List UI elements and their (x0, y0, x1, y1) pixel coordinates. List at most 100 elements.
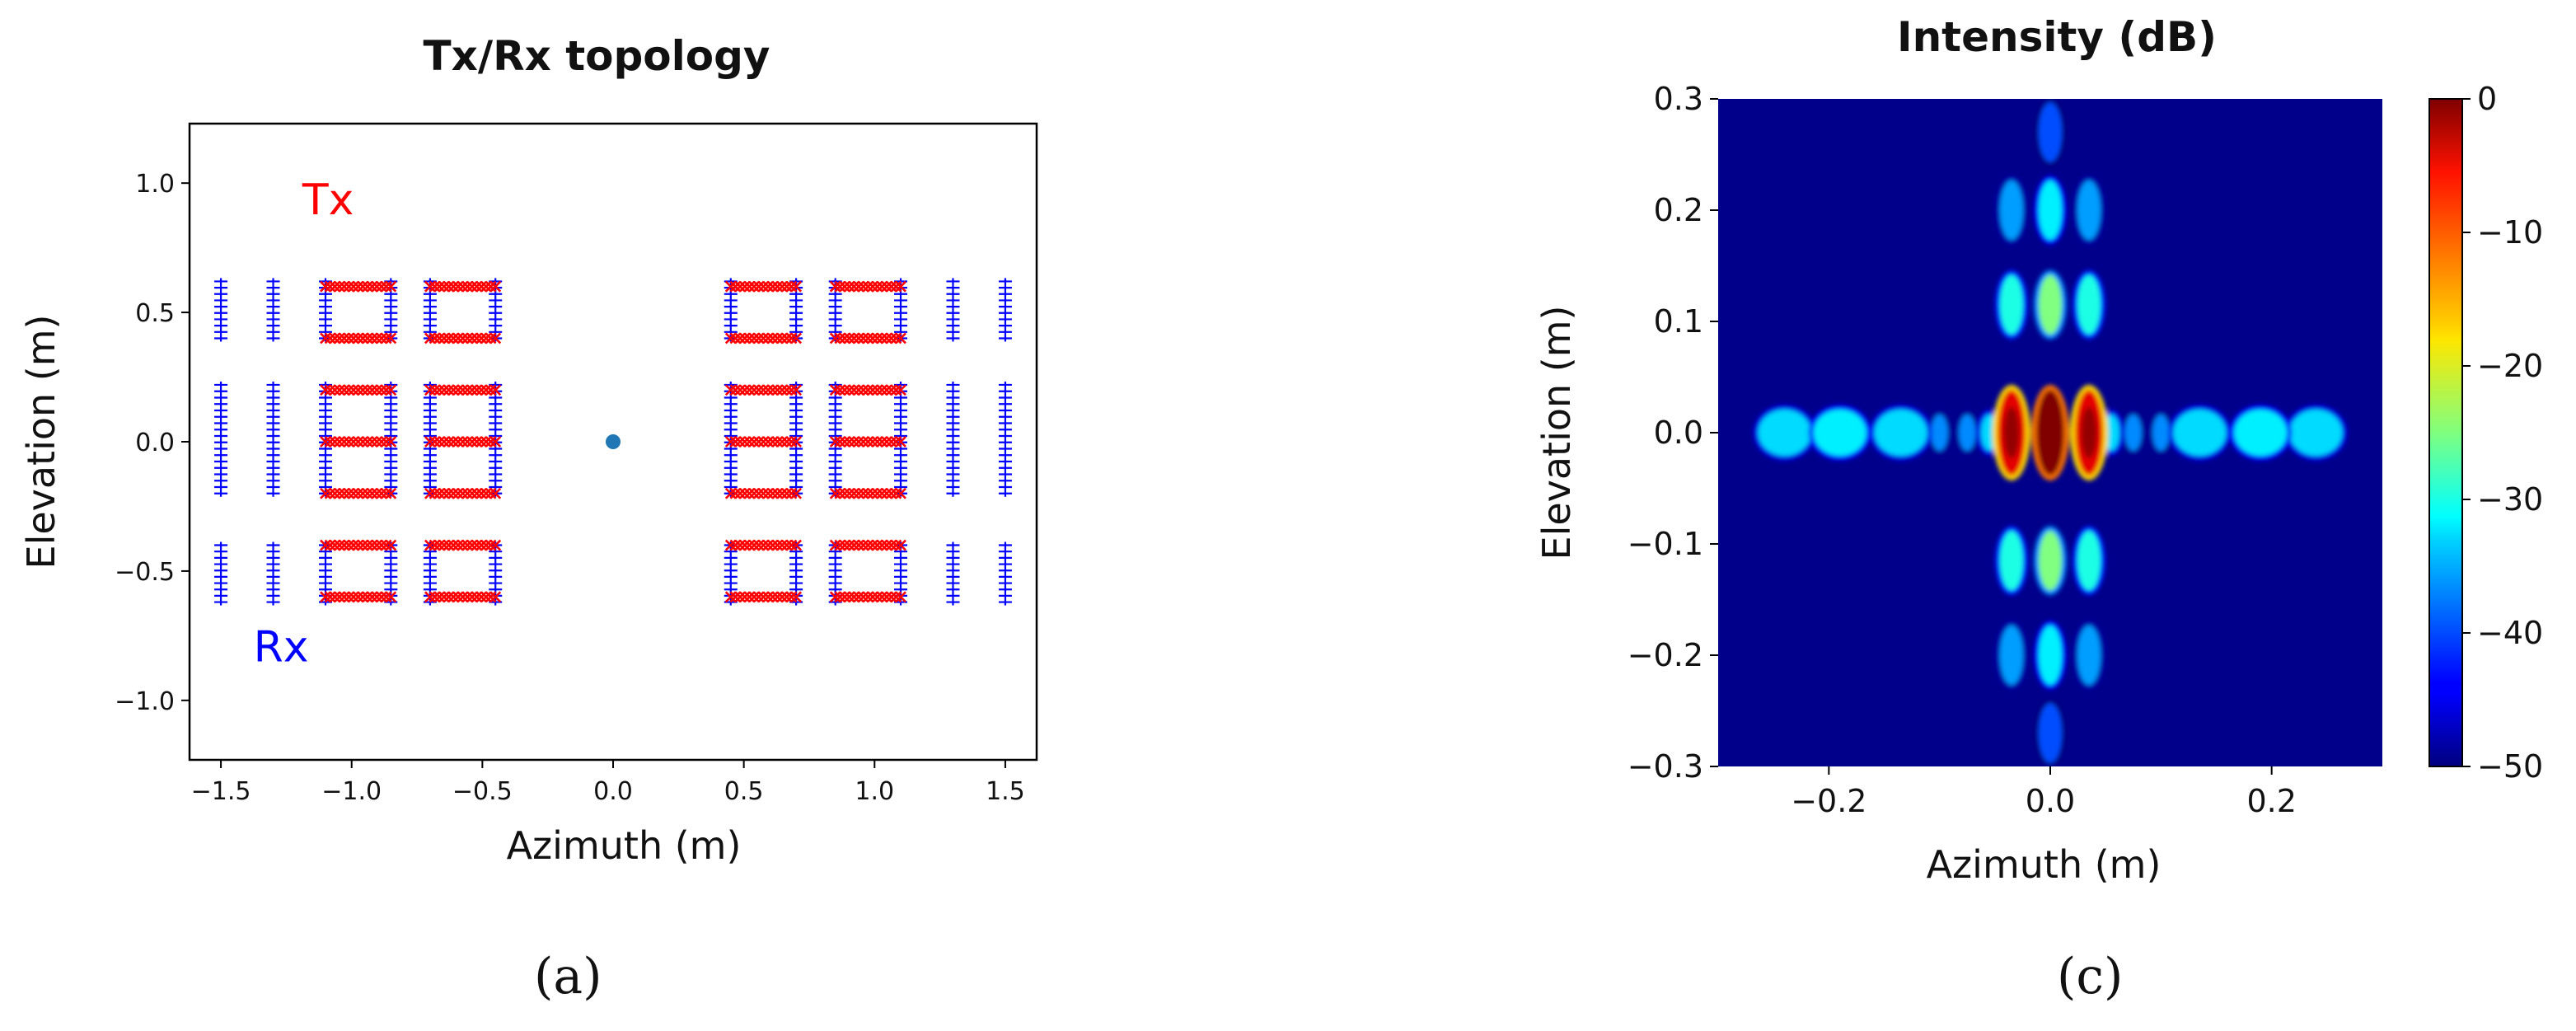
rx-marker (789, 573, 803, 580)
heatmap-lobe (1959, 415, 1976, 451)
tx-marker (334, 591, 345, 603)
tx-marker (829, 487, 841, 499)
tx-marker (843, 332, 855, 344)
rx-marker (946, 484, 960, 491)
tx-marker (790, 591, 803, 603)
tx-marker (371, 332, 383, 344)
topology-annotations: Tx Rx (254, 176, 354, 672)
tx-marker (443, 332, 455, 344)
tx-marker (885, 280, 897, 293)
tx-marker (839, 591, 850, 603)
rx-marker (828, 419, 842, 427)
rx-marker (214, 413, 228, 420)
rx-marker (214, 278, 228, 285)
rx-marker (384, 290, 398, 298)
rx-marker (998, 303, 1012, 311)
rx-marker (894, 426, 908, 433)
tx-marker (738, 539, 751, 551)
rx-marker (423, 560, 437, 568)
tx-marker (853, 487, 864, 499)
tx-marker (785, 539, 798, 551)
tx-marker (320, 384, 331, 396)
tx-marker (447, 280, 460, 293)
tx-marker (729, 384, 742, 396)
rx-marker (998, 445, 1012, 452)
rx-marker (214, 548, 228, 555)
tx-marker (452, 591, 464, 603)
rx-marker (789, 303, 803, 311)
rx-marker (946, 541, 960, 549)
rx-marker (946, 394, 960, 401)
rx-marker (724, 419, 738, 427)
tx-marker (471, 436, 483, 448)
tx-marker (785, 487, 798, 499)
tx-marker (771, 487, 784, 499)
x-tick-label: 0.0 (593, 777, 633, 806)
rx-marker (384, 309, 398, 316)
rx-marker (266, 316, 280, 323)
rx-marker (266, 541, 280, 549)
tx-marker (338, 487, 350, 499)
tx-marker (352, 487, 364, 499)
rx-marker (946, 387, 960, 395)
tx-marker (766, 280, 779, 293)
tx-marker (475, 436, 488, 448)
rx-marker (384, 579, 398, 587)
rx-marker (384, 406, 398, 414)
tx-marker (895, 539, 906, 551)
rx-marker (489, 452, 503, 459)
rx-marker (998, 381, 1012, 388)
rx-marker (489, 394, 503, 401)
rx-marker (266, 554, 280, 561)
heatmap-lobe (2039, 531, 2062, 591)
tx-marker (771, 384, 784, 396)
rx-marker (998, 426, 1012, 433)
heatmap-lobe (2152, 415, 2170, 451)
rx-marker (214, 387, 228, 395)
tx-marker (885, 436, 897, 448)
tx-marker (424, 539, 436, 551)
rx-marker (946, 381, 960, 388)
tx-marker (766, 591, 779, 603)
tx-marker (890, 332, 902, 344)
x-tick-label: 0.2 (2246, 783, 2296, 819)
tx-marker (366, 384, 378, 396)
rx-marker (998, 471, 1012, 478)
rx-marker (318, 554, 332, 561)
tx-marker (762, 280, 775, 293)
tx-marker (881, 280, 892, 293)
tx-marker (429, 436, 441, 448)
tx-marker (834, 487, 846, 499)
tx-marker (871, 436, 883, 448)
tx-marker (338, 539, 350, 551)
rx-marker (894, 567, 908, 574)
rx-marker (489, 477, 503, 485)
tx-marker (862, 591, 874, 603)
rx-marker (266, 484, 280, 491)
rx-marker (724, 560, 738, 568)
tx-marker (438, 487, 450, 499)
tx-marker (848, 591, 860, 603)
rx-marker (266, 322, 280, 330)
tx-marker (785, 436, 798, 448)
tx-marker (853, 280, 864, 293)
rx-marker (318, 426, 332, 433)
rx-marker (828, 316, 842, 323)
rx-marker (489, 297, 503, 304)
heatmap-lobe-core (2003, 406, 2020, 459)
tx-marker (748, 487, 761, 499)
rx-marker (894, 573, 908, 580)
tx-marker (329, 487, 341, 499)
colorbar-tick-label: −30 (2477, 481, 2543, 518)
rx-marker (828, 567, 842, 574)
tx-marker (376, 591, 387, 603)
rx-marker (489, 419, 503, 427)
tx-marker (881, 487, 892, 499)
tx-marker (461, 487, 474, 499)
tx-marker (729, 487, 742, 499)
rx-marker (489, 322, 503, 330)
tx-marker (724, 332, 737, 344)
rx-marker (214, 401, 228, 408)
rx-marker (266, 445, 280, 452)
rx-marker (214, 438, 228, 446)
